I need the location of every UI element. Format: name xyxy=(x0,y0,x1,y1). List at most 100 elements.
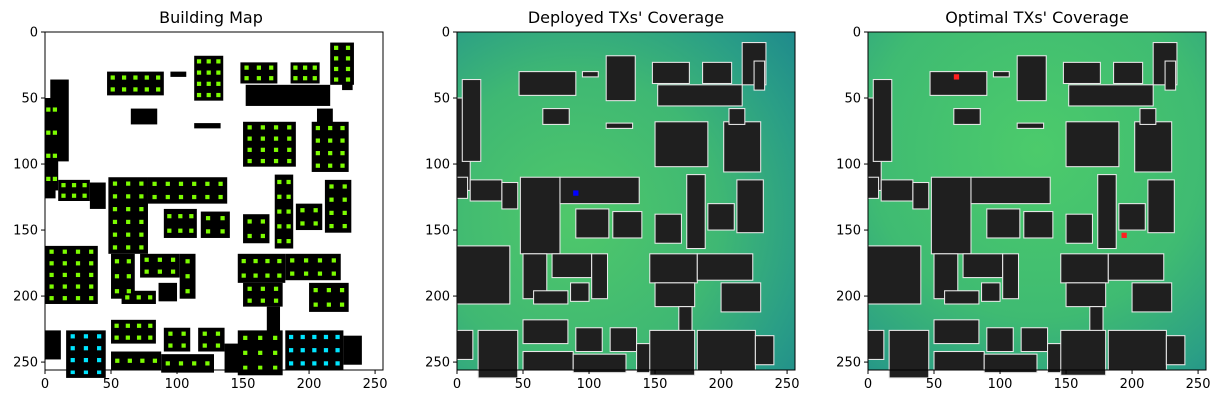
highlighted-location xyxy=(97,346,102,351)
candidate-location xyxy=(339,288,345,293)
candidate-location xyxy=(269,76,274,81)
highlighted-location xyxy=(83,357,89,363)
candidate-location xyxy=(196,92,202,98)
x-tick-label: 250 xyxy=(775,377,800,392)
candidate-location xyxy=(139,219,144,225)
candidate-location xyxy=(157,257,162,262)
candidate-location xyxy=(75,261,81,266)
candidate-location xyxy=(265,258,270,264)
building xyxy=(89,182,106,209)
candidate-location xyxy=(61,193,66,198)
highlighted-location xyxy=(288,334,294,340)
x-axis: 0 50 100 150 200 250 xyxy=(453,370,800,392)
candidate-location xyxy=(286,224,291,229)
candidate-location xyxy=(46,153,51,158)
candidate-location xyxy=(216,70,221,75)
candidate-location xyxy=(112,245,118,250)
candidate-location xyxy=(126,274,131,279)
candidate-location xyxy=(115,358,120,363)
candidate-location xyxy=(277,239,282,244)
building xyxy=(1131,282,1173,313)
building xyxy=(1097,174,1117,250)
candidate-location xyxy=(170,257,176,262)
building xyxy=(108,177,148,254)
candidate-location xyxy=(126,219,131,225)
building xyxy=(591,253,609,300)
candidate-location xyxy=(49,296,54,301)
candidate-location xyxy=(260,298,265,303)
candidate-location xyxy=(247,233,252,239)
x-tick-label: 150 xyxy=(643,377,668,392)
panel-deployed-coverage: Deployed TXs' Coverage 0 50 100 150 200 250 0… xyxy=(425,8,799,392)
building xyxy=(929,71,988,96)
panel-title: Deployed TXs' Coverage xyxy=(528,8,724,27)
building xyxy=(461,79,482,162)
building xyxy=(753,60,766,91)
highlighted-location xyxy=(323,334,329,340)
candidate-location xyxy=(334,66,339,72)
y-tick-label: 50 xyxy=(844,92,861,107)
highlighted-location xyxy=(288,361,294,366)
transmitter-marker xyxy=(573,190,579,196)
building xyxy=(290,62,320,84)
x-tick-label: 150 xyxy=(231,377,256,392)
candidate-location xyxy=(112,181,118,186)
candidate-location xyxy=(136,323,142,328)
highlighted-location xyxy=(300,334,305,340)
building xyxy=(111,319,156,344)
candidate-location xyxy=(253,258,258,264)
building xyxy=(522,319,569,345)
candidate-location xyxy=(206,92,211,98)
building xyxy=(1002,253,1020,300)
candidate-location xyxy=(277,224,282,229)
highlighted-location xyxy=(70,346,75,351)
candidate-location xyxy=(273,335,278,340)
candidate-location xyxy=(328,151,333,156)
building xyxy=(867,329,885,360)
candidate-location xyxy=(273,365,278,370)
panel-title: Building Map xyxy=(159,8,263,27)
transmitters-layer xyxy=(953,74,1127,238)
x-tick-label: 0 xyxy=(864,377,872,392)
candidate-location xyxy=(258,335,263,340)
building xyxy=(163,327,191,352)
candidate-location xyxy=(342,223,347,229)
candidate-location xyxy=(315,125,320,131)
candidate-location xyxy=(89,284,94,289)
deployed-coverage-plot xyxy=(456,32,795,379)
candidate-location xyxy=(300,208,305,213)
building xyxy=(342,61,353,91)
building xyxy=(702,61,733,85)
y-tick-label: 100 xyxy=(13,158,38,173)
building xyxy=(469,179,503,202)
building xyxy=(696,329,756,371)
candidate-location xyxy=(125,335,130,340)
candidate-location xyxy=(313,208,318,213)
candidate-location xyxy=(290,258,295,263)
candidate-location xyxy=(196,59,202,64)
candidate-location xyxy=(112,232,118,237)
candidate-location xyxy=(165,194,170,200)
candidate-location xyxy=(216,59,221,64)
building xyxy=(1147,179,1175,234)
building xyxy=(612,211,643,239)
candidate-location xyxy=(340,151,345,156)
candidate-location xyxy=(205,229,211,234)
building xyxy=(130,108,158,125)
highlighted-location xyxy=(335,361,340,366)
candidate-location xyxy=(277,258,282,264)
candidate-location xyxy=(218,194,223,200)
candidate-location xyxy=(286,194,291,199)
buildings-layer xyxy=(456,42,775,379)
candidate-location xyxy=(313,288,318,293)
candidate-location xyxy=(152,181,157,186)
building xyxy=(240,62,278,84)
transmitter-marker xyxy=(1121,232,1127,238)
highlighted-location xyxy=(323,361,329,366)
candidate-location xyxy=(260,219,265,224)
candidate-location xyxy=(277,273,282,278)
y-axis: 0 50 100 150 200 250 xyxy=(13,26,45,371)
candidate-location xyxy=(334,56,339,61)
building xyxy=(872,79,893,162)
